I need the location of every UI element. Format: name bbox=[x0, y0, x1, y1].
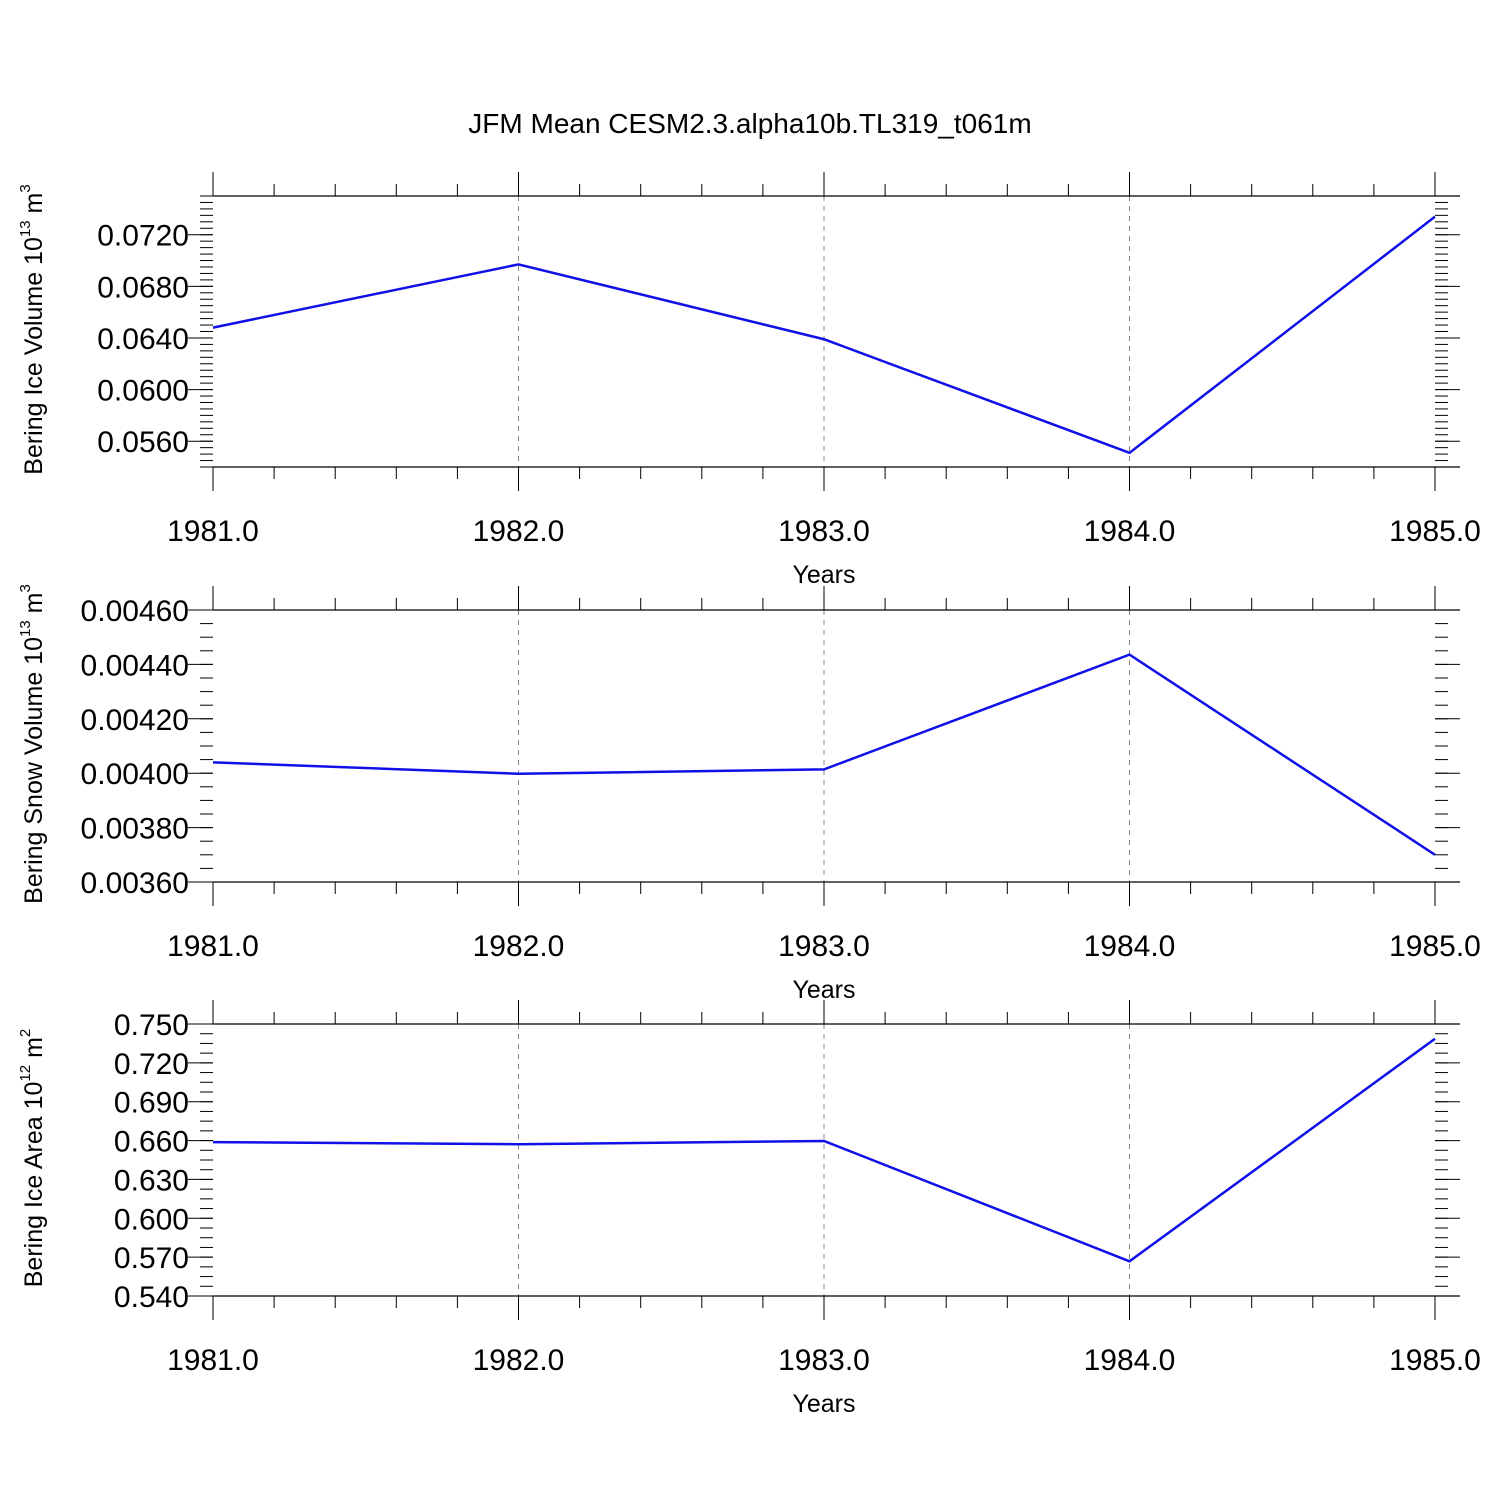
series-line-ice-volume bbox=[212, 215, 1436, 455]
y-axis-title: Bering Snow Volume 1013 m3 bbox=[17, 584, 48, 904]
x-tick-label: 1981.0 bbox=[167, 515, 259, 548]
x-tick-label: 1981.0 bbox=[167, 1344, 259, 1377]
chart-title: JFM Mean CESM2.3.alpha10b.TL319_t061m bbox=[468, 108, 1031, 139]
y-axis-title-unit-exponent: 2 bbox=[17, 1029, 34, 1037]
y-tick-label: 0.0680 bbox=[97, 271, 189, 304]
x-axis-title: Years bbox=[792, 561, 855, 589]
x-tick-label: 1982.0 bbox=[473, 515, 565, 548]
y-axis-title-unit: m bbox=[20, 593, 48, 621]
x-tick-label: 1985.0 bbox=[1389, 515, 1481, 548]
y-tick-label: 0.570 bbox=[114, 1242, 189, 1275]
y-axis-title-exponent: 13 bbox=[17, 220, 34, 237]
y-tick-label: 0.00460 bbox=[81, 595, 189, 628]
x-tick-label: 1983.0 bbox=[778, 515, 870, 548]
y-tick-label: 0.0600 bbox=[97, 375, 189, 408]
x-tick-label: 1981.0 bbox=[167, 930, 259, 963]
x-tick-label: 1983.0 bbox=[778, 1344, 870, 1377]
x-axis-title: Years bbox=[792, 1390, 855, 1418]
panel-snow-volume: 0.00360 0.00380 0.00400 0.00420 0.00440 0.004… bbox=[17, 584, 1481, 1004]
x-tick-label: 1985.0 bbox=[1389, 1344, 1481, 1377]
panel-ice-volume: 0.0560 0.0600 0.0640 0.0680 0.0720 1981.0 1982… bbox=[17, 172, 1481, 589]
y-axis-title-unit-exponent: 3 bbox=[17, 584, 34, 592]
y-tick-label: 0.00440 bbox=[81, 649, 189, 682]
series-line-ice-area bbox=[212, 1037, 1436, 1263]
x-tick-label: 1984.0 bbox=[1084, 515, 1176, 548]
y-axis-title-text: Bering Ice Volume 10 bbox=[20, 237, 48, 475]
x-tick-label: 1984.0 bbox=[1084, 930, 1176, 963]
y-tick-label: 0.630 bbox=[114, 1164, 189, 1197]
y-tick-label: 0.660 bbox=[114, 1126, 189, 1159]
y-tick-label: 0.0640 bbox=[97, 323, 189, 356]
y-tick-label: 0.600 bbox=[114, 1203, 189, 1236]
y-axis-title-unit-exponent: 3 bbox=[17, 184, 34, 192]
y-axis-title-exponent: 13 bbox=[17, 620, 34, 637]
y-tick-label: 0.00360 bbox=[81, 867, 189, 900]
y-axis-title: Bering Ice Area 1012 m2 bbox=[17, 1029, 48, 1288]
y-axis-title-text: Bering Ice Area 10 bbox=[20, 1082, 48, 1288]
x-axis-title: Years bbox=[792, 976, 855, 1004]
panel-ice-area: 0.540 0.570 0.600 0.630 0.660 0.690 0.720 0.750… bbox=[17, 1000, 1481, 1418]
y-tick-label: 0.750 bbox=[114, 1009, 189, 1042]
x-tick-label: 1985.0 bbox=[1389, 930, 1481, 963]
x-tick-label: 1982.0 bbox=[473, 1344, 565, 1377]
y-tick-label: 0.540 bbox=[114, 1281, 189, 1314]
y-tick-label: 0.690 bbox=[114, 1087, 189, 1120]
y-tick-label: 0.00400 bbox=[81, 758, 189, 791]
y-tick-label: 0.0720 bbox=[97, 220, 189, 253]
x-tick-label: 1984.0 bbox=[1084, 1344, 1176, 1377]
y-axis-title: Bering Ice Volume 1013 m3 bbox=[17, 184, 48, 474]
y-axis-title-exponent: 12 bbox=[17, 1065, 34, 1082]
x-tick-label: 1982.0 bbox=[473, 930, 565, 963]
series-line-snow-volume bbox=[212, 653, 1436, 856]
y-tick-label: 0.0560 bbox=[97, 426, 189, 459]
y-tick-label: 0.00380 bbox=[81, 813, 189, 846]
y-tick-label: 0.720 bbox=[114, 1048, 189, 1081]
y-tick-label: 0.00420 bbox=[81, 704, 189, 737]
y-axis-title-unit: m bbox=[20, 1037, 48, 1065]
y-axis-title-text: Bering Snow Volume 10 bbox=[20, 637, 48, 904]
x-tick-label: 1983.0 bbox=[778, 930, 870, 963]
y-axis-title-unit: m bbox=[20, 193, 48, 221]
